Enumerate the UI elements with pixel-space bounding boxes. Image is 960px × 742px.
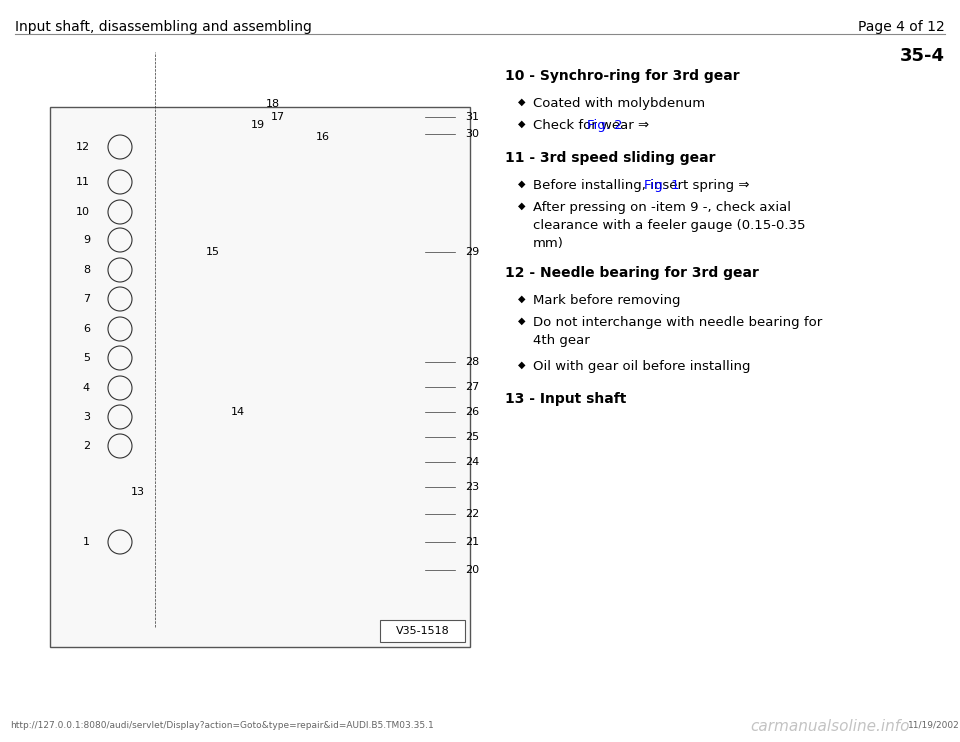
- Text: 1: 1: [83, 537, 90, 547]
- Text: Fig. 2: Fig. 2: [588, 119, 623, 132]
- Text: 6: 6: [83, 324, 90, 334]
- Text: ◆: ◆: [518, 97, 525, 107]
- Text: 13: 13: [131, 487, 145, 497]
- Text: 10: 10: [76, 207, 90, 217]
- Text: 26: 26: [465, 407, 479, 417]
- Text: 16: 16: [316, 132, 330, 142]
- Text: Mark before removing: Mark before removing: [533, 294, 681, 307]
- Text: 17: 17: [271, 112, 285, 122]
- Text: 21: 21: [465, 537, 479, 547]
- Text: 35-4: 35-4: [900, 47, 945, 65]
- Text: 11: 11: [76, 177, 90, 187]
- Text: 2: 2: [83, 441, 90, 451]
- Text: 12: 12: [76, 142, 90, 152]
- Text: Coated with molybdenum: Coated with molybdenum: [533, 97, 706, 110]
- Text: Page 4 of 12: Page 4 of 12: [858, 20, 945, 34]
- Text: 22: 22: [465, 509, 479, 519]
- Text: 14: 14: [230, 407, 245, 417]
- Text: 11 - 3rd speed sliding gear: 11 - 3rd speed sliding gear: [505, 151, 715, 165]
- Text: 23: 23: [465, 482, 479, 492]
- Text: ◆: ◆: [518, 360, 525, 370]
- Text: 13 - Input shaft: 13 - Input shaft: [505, 392, 626, 406]
- Text: 12 - Needle bearing for 3rd gear: 12 - Needle bearing for 3rd gear: [505, 266, 758, 280]
- Text: carmanualsoline.info: carmanualsoline.info: [750, 719, 909, 734]
- Text: ◆: ◆: [518, 316, 525, 326]
- Text: 11/19/2002: 11/19/2002: [908, 721, 960, 730]
- Text: ◆: ◆: [518, 179, 525, 189]
- Text: 7: 7: [83, 294, 90, 304]
- FancyBboxPatch shape: [50, 107, 470, 647]
- Text: 9: 9: [83, 235, 90, 245]
- Text: 4: 4: [83, 383, 90, 393]
- Text: 5: 5: [83, 353, 90, 363]
- Text: 28: 28: [465, 357, 479, 367]
- Text: 3: 3: [83, 412, 90, 422]
- Text: V35-1518: V35-1518: [396, 626, 449, 636]
- Text: 10 - Synchro-ring for 3rd gear: 10 - Synchro-ring for 3rd gear: [505, 69, 739, 83]
- Text: http://127.0.0.1:8080/audi/servlet/Display?action=Goto&type=repair&id=AUDI.B5.TM: http://127.0.0.1:8080/audi/servlet/Displ…: [10, 721, 434, 730]
- Text: Input shaft, disassembling and assembling: Input shaft, disassembling and assemblin…: [15, 20, 312, 34]
- Text: 25: 25: [465, 432, 479, 442]
- Text: Fig. 1: Fig. 1: [644, 179, 680, 192]
- FancyBboxPatch shape: [380, 620, 465, 642]
- Text: 27: 27: [465, 382, 479, 392]
- Text: ◆: ◆: [518, 119, 525, 129]
- Text: ◆: ◆: [518, 201, 525, 211]
- Text: 8: 8: [83, 265, 90, 275]
- Text: ◆: ◆: [518, 294, 525, 304]
- Text: 19: 19: [251, 120, 265, 130]
- Text: After pressing on -item 9 -, check axial
clearance with a feeler gauge (0.15-0.3: After pressing on -item 9 -, check axial…: [533, 201, 805, 250]
- Text: 15: 15: [206, 247, 220, 257]
- Text: Do not interchange with needle bearing for
4th gear: Do not interchange with needle bearing f…: [533, 316, 823, 347]
- Text: 29: 29: [465, 247, 479, 257]
- Text: Before installing, insert spring ⇒: Before installing, insert spring ⇒: [533, 179, 754, 192]
- Text: Oil with gear oil before installing: Oil with gear oil before installing: [533, 360, 751, 373]
- Text: Check for wear ⇒: Check for wear ⇒: [533, 119, 654, 132]
- Text: 30: 30: [465, 129, 479, 139]
- Text: 24: 24: [465, 457, 479, 467]
- Text: 31: 31: [465, 112, 479, 122]
- Text: 18: 18: [266, 99, 280, 109]
- Text: 20: 20: [465, 565, 479, 575]
